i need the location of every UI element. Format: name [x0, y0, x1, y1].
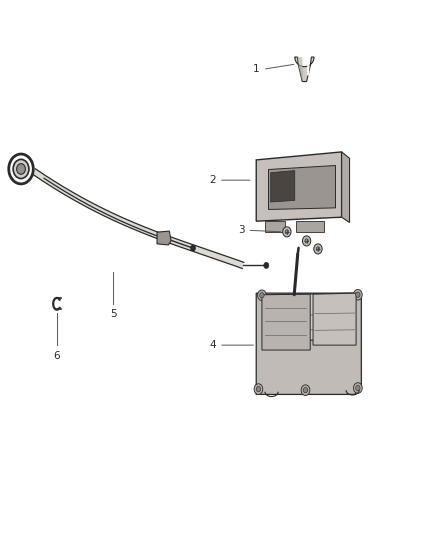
Circle shape — [353, 289, 362, 300]
Circle shape — [17, 164, 25, 174]
Circle shape — [303, 387, 307, 393]
Circle shape — [305, 239, 308, 243]
Circle shape — [256, 386, 261, 392]
Circle shape — [13, 159, 29, 179]
Polygon shape — [268, 166, 336, 209]
Circle shape — [283, 227, 291, 237]
Polygon shape — [263, 293, 355, 340]
Circle shape — [258, 290, 266, 301]
Circle shape — [264, 262, 269, 269]
Circle shape — [285, 230, 289, 234]
Polygon shape — [342, 152, 350, 223]
Circle shape — [356, 292, 360, 297]
Circle shape — [301, 385, 310, 395]
Circle shape — [353, 383, 362, 393]
Circle shape — [254, 384, 263, 394]
Text: 6: 6 — [53, 351, 60, 361]
Circle shape — [314, 244, 322, 254]
Circle shape — [191, 245, 196, 251]
Text: 3: 3 — [238, 225, 244, 235]
Polygon shape — [256, 293, 361, 394]
Polygon shape — [262, 294, 310, 350]
Circle shape — [302, 236, 311, 246]
Polygon shape — [295, 57, 314, 82]
FancyBboxPatch shape — [296, 221, 324, 232]
Text: 1: 1 — [253, 64, 260, 74]
Polygon shape — [297, 57, 303, 82]
Polygon shape — [33, 169, 244, 269]
Circle shape — [316, 247, 320, 251]
Polygon shape — [256, 152, 342, 221]
Text: 2: 2 — [209, 175, 216, 185]
Circle shape — [356, 385, 360, 391]
Polygon shape — [157, 231, 171, 245]
Text: 4: 4 — [209, 340, 216, 350]
Polygon shape — [271, 171, 295, 202]
Circle shape — [260, 293, 264, 298]
FancyBboxPatch shape — [265, 221, 285, 232]
Text: 5: 5 — [110, 309, 117, 319]
Polygon shape — [313, 293, 356, 345]
